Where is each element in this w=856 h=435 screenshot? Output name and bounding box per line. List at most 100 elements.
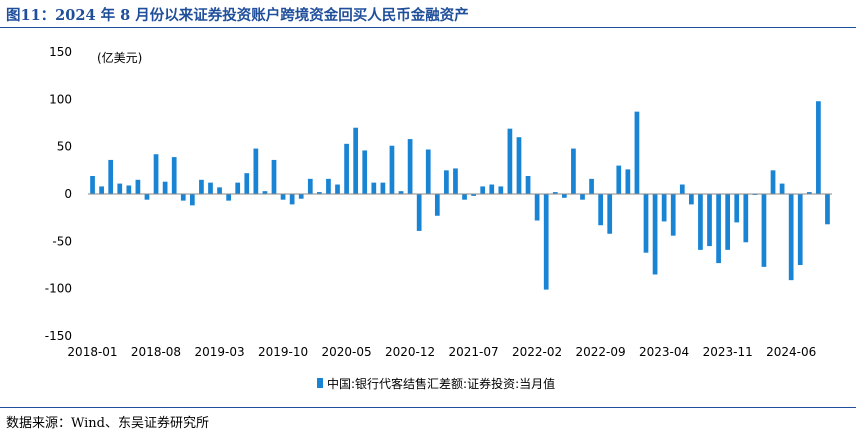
bar (607, 194, 613, 234)
bar (471, 194, 476, 196)
bar (398, 191, 404, 194)
bar (516, 137, 522, 194)
bar (734, 194, 740, 223)
bar (571, 148, 576, 194)
bar (670, 194, 676, 236)
bar (307, 178, 313, 194)
bar (725, 194, 731, 250)
bar (344, 143, 349, 194)
bar (698, 194, 703, 250)
bar (444, 170, 449, 194)
bar (289, 194, 295, 205)
y-axis: 150 100 50 0 -50 -100 -150 (45, 45, 72, 343)
bar (126, 185, 132, 194)
x-tick-label: 2019-10 (258, 345, 308, 359)
bar (135, 179, 141, 194)
bar (217, 187, 222, 194)
bar (189, 194, 195, 206)
x-tick-label: 2021-07 (449, 345, 499, 359)
bar (634, 111, 640, 194)
bar (689, 194, 694, 205)
bar (180, 194, 186, 201)
bar (353, 127, 359, 194)
bar (779, 183, 785, 194)
bar (389, 145, 395, 194)
bar (561, 194, 567, 198)
bar (298, 194, 304, 199)
x-tick-label: 2022-02 (512, 345, 562, 359)
footer-divider (0, 407, 856, 408)
bar (208, 182, 213, 194)
bar (453, 168, 458, 194)
bar (317, 192, 322, 194)
bar (434, 194, 440, 216)
bar (226, 194, 231, 201)
bar (816, 101, 821, 194)
y-tick-label: 0 (64, 187, 72, 201)
bar (462, 194, 467, 200)
legend-label: 中国:银行代客结售汇差额:证券投资:当月值 (327, 376, 555, 391)
bar (580, 194, 585, 200)
y-tick-label: 100 (49, 92, 72, 106)
bar (326, 178, 331, 194)
title-divider (0, 27, 856, 28)
bar (153, 154, 159, 194)
legend: 中国:银行代客结售汇差额:证券投资:当月值 (317, 376, 555, 391)
x-tick-label: 2023-04 (639, 345, 689, 359)
y-unit-label: (亿美元) (97, 50, 142, 65)
bar (498, 186, 504, 194)
bar (371, 182, 377, 194)
bar (425, 149, 431, 194)
bar (761, 194, 767, 267)
bar (162, 181, 168, 194)
y-tick-label: 150 (49, 45, 72, 59)
x-tick-label: 2018-08 (131, 345, 181, 359)
bar (589, 178, 594, 194)
x-tick-label: 2023-11 (703, 345, 753, 359)
bar (534, 194, 540, 221)
source-note: 数据来源：Wind、东吴证券研究所 (6, 416, 209, 431)
bar (652, 194, 658, 275)
bar (625, 169, 631, 194)
bar (661, 194, 667, 222)
bar (797, 194, 803, 265)
legend-swatch (317, 378, 323, 388)
bar (598, 194, 603, 226)
bar (335, 184, 340, 194)
x-tick-label: 2019-03 (195, 345, 245, 359)
bar (643, 194, 649, 253)
bar (117, 183, 123, 194)
bar (407, 139, 413, 194)
bar (144, 194, 150, 200)
bar (770, 170, 776, 194)
bar (552, 192, 558, 194)
bar (280, 194, 286, 200)
bar (108, 159, 114, 194)
bar (825, 194, 830, 225)
bar (90, 176, 95, 194)
x-tick-label: 2024-06 (766, 345, 816, 359)
bar (171, 157, 177, 194)
bar (707, 194, 712, 247)
bar (244, 173, 250, 194)
bar (271, 159, 277, 194)
bar (616, 165, 622, 194)
bar (489, 184, 495, 194)
figure-title: 图11：2024 年 8 月份以来证券投资账户跨境资金回买人民币金融资产 (6, 7, 469, 24)
bar (99, 186, 104, 194)
bar (262, 191, 268, 194)
x-tick-label: 2020-12 (385, 345, 435, 359)
x-tick-label: 2018-01 (67, 345, 117, 359)
x-tick-label: 2022-09 (576, 345, 626, 359)
bar (416, 194, 422, 231)
bar (716, 194, 721, 264)
bar (806, 192, 812, 194)
bar (235, 182, 241, 194)
bar (743, 194, 749, 243)
bar (380, 182, 386, 194)
bar (253, 148, 259, 194)
x-axis: 2018-01 2018-08 2019-03 2019-10 2020-05 2020-… (67, 345, 816, 359)
bar-series (90, 101, 830, 290)
bar (543, 194, 549, 290)
